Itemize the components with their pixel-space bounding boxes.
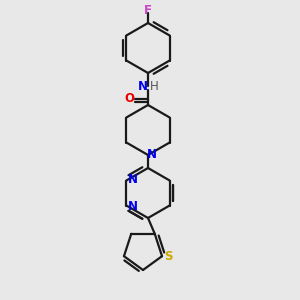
Text: N: N: [128, 200, 138, 213]
Text: F: F: [144, 4, 152, 16]
Text: O: O: [124, 92, 134, 106]
Text: H: H: [150, 80, 158, 92]
Text: S: S: [164, 250, 172, 263]
Text: N: N: [128, 173, 138, 186]
Text: N: N: [138, 80, 148, 92]
Text: N: N: [147, 148, 157, 161]
